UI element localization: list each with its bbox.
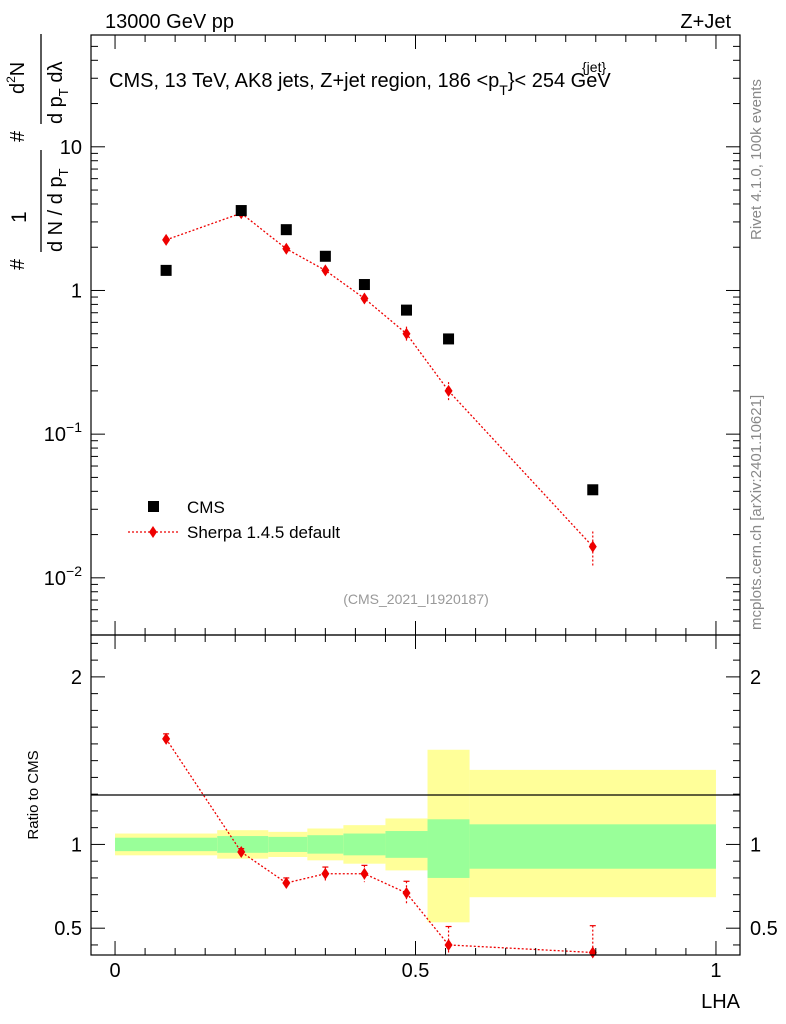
main-data-point xyxy=(280,224,292,236)
main-data-point xyxy=(587,484,599,496)
main-y-tick-label: 10−2 xyxy=(44,563,82,590)
main-data-point xyxy=(160,264,172,276)
ratio-y-axis-label: Ratio to CMS xyxy=(25,750,42,839)
legend-label-sherpa: Sherpa 1.4.5 default xyxy=(187,523,340,542)
ratio-axis-ticks xyxy=(91,635,740,955)
ratio-mc-line xyxy=(165,738,593,954)
main-title-sub: T xyxy=(499,82,508,98)
ratio-y-tick-label-right: 2 xyxy=(750,667,761,689)
ratio-band-inner xyxy=(427,819,470,878)
main-title-tail: }< 254 GeV xyxy=(508,70,612,92)
ylabel-num-n: N xyxy=(7,62,29,76)
ratio-mc-point xyxy=(444,938,453,951)
mcplots-label: mcplots.cern.ch [arXiv:2401.10621] xyxy=(748,395,765,630)
ylabel-num-sup: 2 xyxy=(4,76,18,83)
main-y-axis-label: # 1 d N / d pT # d2N d pT dλ xyxy=(4,34,71,270)
main-data-point xyxy=(358,279,370,291)
ylabel-num-top: d2N xyxy=(4,62,29,94)
ylabel-num-den-text: d p xyxy=(45,96,67,124)
main-mc-point xyxy=(321,264,330,277)
legend-label-cms: CMS xyxy=(187,498,225,517)
ratio-x-tick-label: 1 xyxy=(710,960,721,982)
ylabel-num-d: d xyxy=(7,83,29,94)
ratio-y-tick-labels: 2 2 1 1 0.5 0.5 xyxy=(54,667,778,940)
ratio-mc-point xyxy=(282,876,291,889)
main-mc-series xyxy=(162,207,597,567)
main-axis-ticks xyxy=(91,34,740,636)
main-mc-line xyxy=(165,212,594,548)
ratio-y-tick-label-right: 0.5 xyxy=(750,918,778,940)
ylabel-frac-den: d N / d pT xyxy=(45,168,71,252)
header-left-label: 13000 GeV pp xyxy=(105,11,234,33)
legend: CMS Sherpa 1.4.5 default xyxy=(128,498,340,542)
main-title-sup: {jet} xyxy=(582,59,606,75)
ylabel-frac-num: 1 xyxy=(8,211,31,223)
ratio-mc-point xyxy=(321,867,330,880)
ratio-band-inner xyxy=(385,831,428,858)
main-mc-point xyxy=(444,384,453,397)
ylabel-num-den: d pT dλ xyxy=(45,62,71,124)
main-title-text: CMS, 13 TeV, AK8 jets, Z+jet region, 186… xyxy=(109,70,499,92)
ratio-band-inner xyxy=(343,833,386,856)
ratio-x-axis-label: LHA xyxy=(701,991,741,1013)
ratio-plot-frame xyxy=(90,634,741,956)
header-right-label: Z+Jet xyxy=(680,11,731,33)
ratio-x-tick-labels: 0 0.5 1 xyxy=(109,960,721,982)
ratio-panel: 2 21 10.5 0.5 0 0.5 1 Ratio to CMS LHA xyxy=(25,634,778,1013)
main-mc-point xyxy=(360,292,369,305)
main-mc-point xyxy=(162,233,171,246)
main-title: CMS, 13 TeV, AK8 jets, Z+jet region, 186… xyxy=(109,70,611,98)
ratio-y-tick-label-left: 1 xyxy=(71,834,82,856)
main-mc-point xyxy=(402,327,411,340)
main-y-tick-label-base: 10 xyxy=(44,424,66,446)
main-mc-point xyxy=(588,540,597,553)
ratio-band-inner xyxy=(217,836,269,853)
ylabel-frac-hash: # xyxy=(7,258,29,270)
main-y-tick-label-base: 10 xyxy=(44,568,66,590)
ylabel-frac-den-sub: T xyxy=(56,168,71,176)
ratio-y-tick-label-left: 0.5 xyxy=(54,918,82,940)
main-plot-frame xyxy=(90,34,741,636)
rivet-version-label: Rivet 4.1.0, 100k events xyxy=(748,79,765,240)
main-y-tick-label-exp: −2 xyxy=(66,563,82,579)
legend-marker-cms xyxy=(148,501,159,512)
ylabel-num-den-sub: T xyxy=(56,88,71,96)
ylabel-num-hash: # xyxy=(7,130,29,142)
ratio-y-tick-label-right: 1 xyxy=(750,834,761,856)
ylabel-num-den-tail: dλ xyxy=(45,62,67,89)
ratio-x-tick-label: 0 xyxy=(109,960,120,982)
main-y-tick-label-base: 10 xyxy=(60,137,82,159)
ylabel-frac-den-text: d N / d p xyxy=(45,176,67,252)
ratio-mc-point xyxy=(402,887,411,900)
main-data-series xyxy=(160,205,599,496)
main-mc-point xyxy=(282,242,291,255)
ratio-x-tick-label: 0.5 xyxy=(402,960,430,982)
main-y-tick-label-base: 1 xyxy=(71,280,82,302)
ratio-band-inner xyxy=(268,836,308,852)
main-data-point xyxy=(319,250,331,262)
ratio-mc-point xyxy=(162,732,171,745)
main-data-point xyxy=(443,333,455,345)
ratio-y-tick-label-left: 2 xyxy=(71,667,82,689)
ratio-mc-point xyxy=(237,845,246,858)
main-y-tick-label: 10−1 xyxy=(44,419,82,446)
ratio-band-inner xyxy=(469,824,716,869)
ratio-mc-point xyxy=(360,867,369,880)
main-y-tick-label: 1 xyxy=(71,280,82,302)
main-data-point xyxy=(235,205,247,217)
ratio-band-inner xyxy=(307,835,344,854)
ratio-band-inner xyxy=(115,837,218,852)
analysis-watermark: (CMS_2021_I1920187) xyxy=(343,591,489,607)
ratio-uncertainty-bands xyxy=(115,749,716,923)
main-y-tick-label: 10 xyxy=(60,137,82,159)
legend-marker-sherpa xyxy=(149,526,157,538)
main-y-tick-label-exp: −1 xyxy=(66,419,82,435)
main-data-point xyxy=(400,304,412,316)
